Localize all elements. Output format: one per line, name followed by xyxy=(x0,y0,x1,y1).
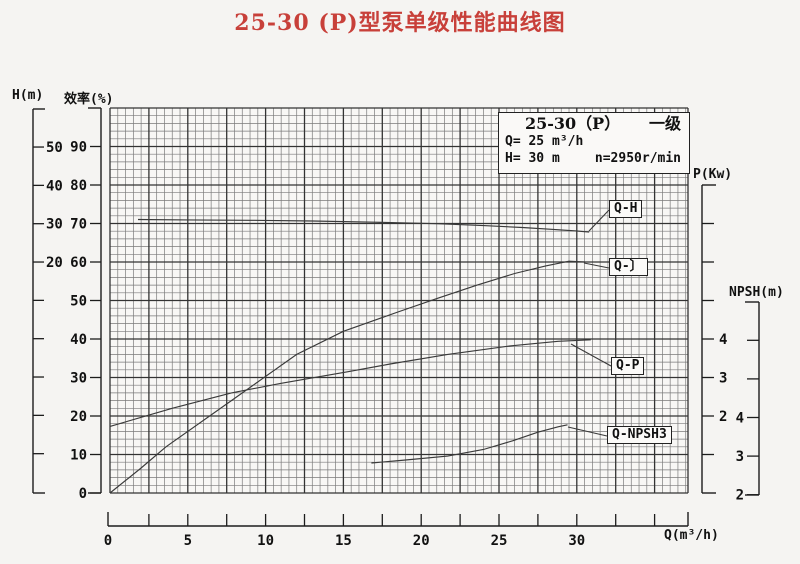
p-axis: 4 3 2 xyxy=(701,184,727,494)
svg-text:20: 20 xyxy=(413,533,430,549)
svg-text:50: 50 xyxy=(70,294,87,310)
svg-text:40: 40 xyxy=(70,332,87,348)
label-q-npsh3: Q-NPSH3 xyxy=(607,426,672,444)
label-q-p: Q-P xyxy=(611,357,645,375)
label-q-h: Q-H xyxy=(609,200,643,218)
svg-text:60: 60 xyxy=(70,255,87,271)
spec-head: H= 30 m xyxy=(505,151,560,166)
svg-text:20: 20 xyxy=(70,409,87,425)
npsh-axis: 4 3 2 xyxy=(736,301,760,504)
curve-q-eta xyxy=(109,260,585,494)
svg-text:0: 0 xyxy=(104,533,112,549)
svg-text:70: 70 xyxy=(70,217,87,233)
npsh-axis-title: NPSH(m) xyxy=(729,285,784,300)
pump-stage: 一级 xyxy=(648,114,681,133)
svg-text:2: 2 xyxy=(736,488,744,504)
leader-lines xyxy=(567,209,612,437)
pump-model: 25-30（P） xyxy=(525,114,621,133)
page-title: 25-30 (P)型泵单级性能曲线图 xyxy=(234,10,566,36)
svg-text:2: 2 xyxy=(719,409,727,425)
efficiency-axis: 90 80 70 60 50 40 30 20 10 0 xyxy=(70,107,102,502)
curves xyxy=(109,218,591,494)
svg-text:10: 10 xyxy=(70,448,87,464)
q-axis-title: Q(m³/h) xyxy=(664,528,719,543)
svg-text:40: 40 xyxy=(46,178,63,194)
svg-text:30: 30 xyxy=(568,533,585,549)
spec-flow: Q= 25 m³/h xyxy=(505,134,584,149)
svg-text:3: 3 xyxy=(719,371,727,387)
h-axis-title: H(m) xyxy=(12,88,44,103)
svg-text:5: 5 xyxy=(184,533,192,549)
svg-text:0: 0 xyxy=(79,486,87,502)
svg-text:15: 15 xyxy=(335,533,352,549)
svg-text:80: 80 xyxy=(70,178,87,194)
pump-spec-box: 25-30（P） 一级 Q= 25 m³/h H= 30 m n=2950r/m… xyxy=(498,112,690,174)
svg-text:30: 30 xyxy=(46,217,63,233)
p-axis-title: P(Kw) xyxy=(693,167,733,182)
svg-text:90: 90 xyxy=(70,140,87,156)
spec-speed: n=2950r/min xyxy=(594,151,681,166)
svg-text:20: 20 xyxy=(46,255,63,271)
curve-q-npsh3 xyxy=(371,424,568,464)
svg-text:30: 30 xyxy=(70,371,87,387)
curve-q-h xyxy=(137,218,590,233)
svg-text:10: 10 xyxy=(257,533,274,549)
svg-text:25: 25 xyxy=(491,533,508,549)
svg-text:3: 3 xyxy=(736,449,744,465)
svg-text:4: 4 xyxy=(736,411,744,427)
label-q-eta: Q-〕 xyxy=(609,258,648,276)
h-axis: 50 40 30 20 xyxy=(32,108,63,494)
efficiency-axis-title: 效率(%) xyxy=(64,92,114,107)
q-axis: 0 5 10 15 20 25 30 xyxy=(104,512,689,549)
svg-text:4: 4 xyxy=(719,332,727,348)
svg-text:50: 50 xyxy=(46,140,63,156)
curve-q-p xyxy=(109,339,591,427)
